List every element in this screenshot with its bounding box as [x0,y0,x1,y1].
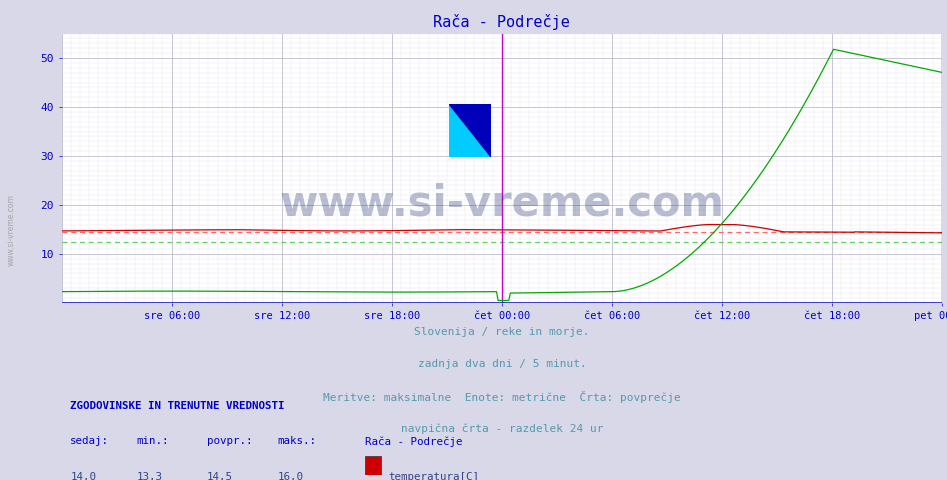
Text: navpična črta - razdelek 24 ur: navpična črta - razdelek 24 ur [401,423,603,434]
Text: maks.:: maks.: [277,436,316,446]
Text: ZGODOVINSKE IN TRENUTNE VREDNOSTI: ZGODOVINSKE IN TRENUTNE VREDNOSTI [70,401,285,411]
Text: www.si-vreme.com: www.si-vreme.com [279,182,724,224]
FancyBboxPatch shape [366,456,382,480]
Text: 13,3: 13,3 [136,472,163,480]
Text: sedaj:: sedaj: [70,436,109,446]
Text: min.:: min.: [136,436,169,446]
Text: 14,0: 14,0 [70,472,97,480]
Text: temperatura[C]: temperatura[C] [388,472,479,480]
Text: zadnja dva dni / 5 minut.: zadnja dva dni / 5 minut. [418,359,586,369]
Text: Rača - Podrečje: Rača - Podrečje [366,436,463,447]
Text: povpr.:: povpr.: [206,436,252,446]
Text: 16,0: 16,0 [277,472,303,480]
Text: 14,5: 14,5 [206,472,233,480]
Text: Slovenija / reke in morje.: Slovenija / reke in morje. [414,326,590,336]
Title: Rača - Podrečje: Rača - Podrečje [434,13,570,30]
Text: www.si-vreme.com: www.si-vreme.com [7,194,16,266]
Text: Meritve: maksimalne  Enote: metrične  Črta: povprečje: Meritve: maksimalne Enote: metrične Črta… [323,391,681,403]
